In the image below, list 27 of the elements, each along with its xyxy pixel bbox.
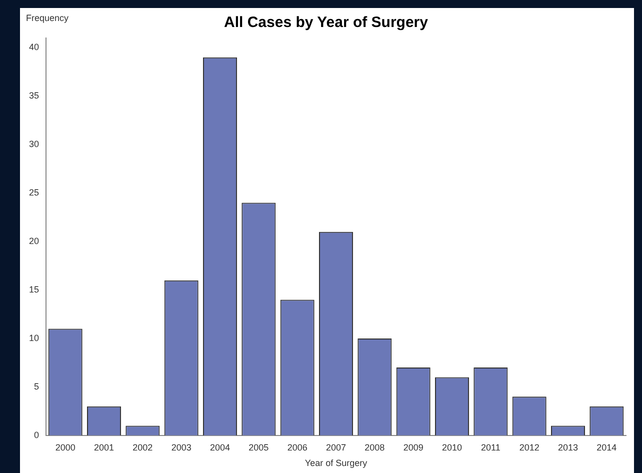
x-tick-label: 2004: [210, 442, 230, 452]
x-tick-label: 2005: [248, 442, 269, 452]
x-tick-label: 2007: [326, 442, 346, 452]
y-tick-label: 35: [28, 90, 40, 101]
x-tick-label: 2011: [480, 442, 500, 452]
x-tick-label: 2006: [287, 442, 308, 452]
y-tick-label: 25: [28, 188, 40, 198]
x-tick-label: 2008: [364, 442, 385, 452]
y-axis-title: Frequency: [26, 12, 70, 23]
y-tick-label: 15: [28, 284, 40, 294]
x-tick-label: 2012: [519, 442, 540, 452]
x-tick-label: 2001: [94, 442, 114, 452]
x-tick-label: 2014: [596, 442, 617, 452]
x-tick-label: 2002: [132, 442, 153, 452]
x-tick-label: 2010: [442, 442, 462, 452]
x-tick-label: 2013: [558, 442, 578, 452]
y-tick-label: 20: [28, 236, 40, 246]
x-tick-label: 2009: [403, 442, 424, 452]
y-tick-label: 10: [28, 332, 40, 343]
y-tick-label: 5: [34, 381, 40, 392]
chart-title: All Cases by Year of Surgery: [224, 14, 429, 32]
x-tick-label: 2000: [55, 442, 76, 452]
y-tick-label: 0: [34, 430, 40, 440]
x-axis-title: Year of Surgery: [304, 458, 368, 468]
y-tick-label: 40: [28, 42, 40, 52]
x-tick-label: 2003: [171, 442, 192, 452]
y-tick-label: 30: [28, 139, 40, 150]
